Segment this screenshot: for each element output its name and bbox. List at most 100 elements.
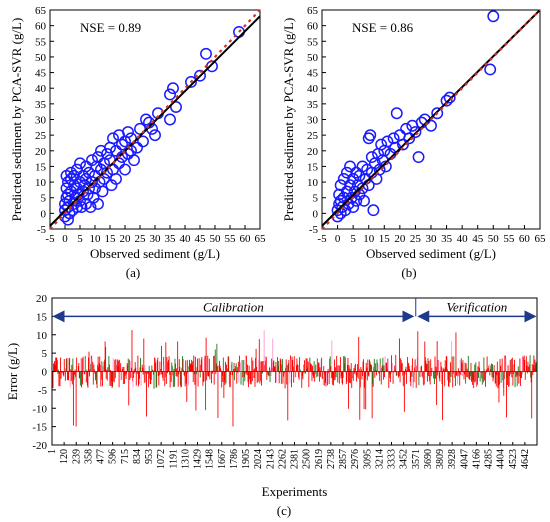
x-tick-label: 2738 xyxy=(326,449,337,469)
x-tick-label: 2143 xyxy=(265,449,276,469)
x-tick-label: 55 xyxy=(503,233,515,245)
x-tick-label: 715 xyxy=(120,449,131,464)
x-tick-label: 0 xyxy=(62,233,68,245)
x-tick-label: 15 xyxy=(105,233,117,245)
x-tick-label: 60 xyxy=(519,233,531,245)
y-axis-label: Predicted sediment by PCA-SVR (g/L) xyxy=(9,18,24,222)
data-point xyxy=(347,201,360,214)
data-point xyxy=(116,151,128,163)
data-point xyxy=(110,144,122,157)
nse-annotation: NSE = 0.89 xyxy=(80,20,141,35)
x-axis-label: Observed sediment (g/L) xyxy=(90,246,220,261)
y-tick-label: 45 xyxy=(307,68,319,80)
data-point xyxy=(110,172,122,185)
x-tick-label: 0 xyxy=(335,233,341,245)
x-tick-label: 1548 xyxy=(205,449,216,469)
x-tick-label: 3214 xyxy=(374,449,385,469)
x-tick-label: 2381 xyxy=(290,449,301,469)
x-tick-label: 1667 xyxy=(217,449,228,469)
data-point xyxy=(125,132,137,145)
x-tick-label: 50 xyxy=(488,233,500,245)
x-tick-label: 35 xyxy=(441,233,453,245)
data-point xyxy=(403,132,416,145)
one-to-one-line xyxy=(321,9,541,230)
x-tick-label: 65 xyxy=(255,233,267,245)
x-tick-label: 30 xyxy=(150,233,162,245)
data-point xyxy=(74,157,86,170)
y-tick-label: -5 xyxy=(37,224,47,236)
x-tick-label: 953 xyxy=(144,449,155,464)
x-tick-label: 5 xyxy=(77,233,83,245)
x-tick-label: 3809 xyxy=(435,449,446,469)
x-tick-label: 1310 xyxy=(180,449,191,469)
data-point xyxy=(185,76,197,88)
y-tick-label: 50 xyxy=(35,52,47,64)
data-point xyxy=(137,135,149,148)
data-point xyxy=(96,185,109,198)
y-tick-label: 45 xyxy=(35,68,47,80)
x-tick-label: 2857 xyxy=(338,449,349,469)
data-point xyxy=(140,113,152,126)
y-tick-label: -15 xyxy=(32,422,47,434)
x-tick-label: 45 xyxy=(195,233,207,245)
scatter-chart-b: -5 0 5 10 15 20 25 30 35 40 45 50 55 60 65-50510152025… xyxy=(281,5,546,261)
data-point xyxy=(119,163,131,176)
x-tick-label: 2976 xyxy=(350,449,361,469)
data-point xyxy=(339,204,352,217)
x-tick-label: 477 xyxy=(96,449,107,464)
y-tick-label: 15 xyxy=(307,161,319,173)
y-tick-label: 15 xyxy=(36,311,48,323)
y-tick-label: 60 xyxy=(35,21,47,33)
x-tick-label: 3095 xyxy=(362,449,373,469)
data-point xyxy=(350,194,363,207)
data-point xyxy=(387,132,400,145)
data-point xyxy=(397,138,409,151)
scatter-chart-a: -5 0 5 10 15 20 25 30 35 40 45 50 55 60 65-50510152025… xyxy=(9,5,266,261)
y-tick-label: 0 xyxy=(41,208,47,220)
data-point xyxy=(206,60,218,73)
fit-line xyxy=(49,15,261,227)
error-chart-c: -20 -15 -10 -5 0 5 10 15 20 1 120 239 358 477 596 715 83… xyxy=(5,293,538,499)
data-point xyxy=(101,166,113,179)
data-point xyxy=(484,63,497,76)
region-label: Verification xyxy=(447,299,508,314)
x-tick-label: 4285 xyxy=(484,449,495,469)
data-point xyxy=(131,141,143,154)
x-tick-label: 1 xyxy=(47,449,58,454)
x-tick-label: 30 xyxy=(426,233,438,245)
data-point xyxy=(440,94,453,107)
x-tick-label: 4166 xyxy=(471,449,482,469)
x-tick-label: 50 xyxy=(210,233,222,245)
data-point xyxy=(107,132,119,145)
region-label: Calibration xyxy=(203,299,264,314)
x-tick-label: 120 xyxy=(59,449,70,464)
y-tick-label: 35 xyxy=(307,99,319,111)
data-point xyxy=(337,172,350,185)
x-axis-label: Experiments xyxy=(262,484,328,499)
data-point xyxy=(164,88,176,101)
y-tick-label: 20 xyxy=(35,146,47,158)
data-point xyxy=(409,126,422,138)
x-tick-label: 2262 xyxy=(277,449,288,469)
x-tick-label: 55 xyxy=(225,233,237,245)
x-tick-label: 20 xyxy=(120,233,132,245)
data-point xyxy=(381,135,394,148)
x-tick-label: 3928 xyxy=(447,449,458,469)
y-tick-label: 0 xyxy=(313,208,319,220)
y-tick-label: 30 xyxy=(307,115,319,127)
y-tick-label: -5 xyxy=(309,224,319,236)
data-point xyxy=(68,169,80,182)
y-tick-label: 35 xyxy=(35,99,47,111)
y-tick-label: 25 xyxy=(307,130,319,142)
y-tick-label: 40 xyxy=(307,83,319,95)
x-tick-label: 1429 xyxy=(193,449,204,469)
data-point xyxy=(375,138,388,151)
data-point xyxy=(364,129,377,142)
data-point xyxy=(167,82,179,95)
data-point xyxy=(365,151,378,163)
y-tick-label: 65 xyxy=(35,5,47,17)
x-tick-label: 25 xyxy=(410,233,422,245)
data-point xyxy=(200,47,212,60)
fit-line xyxy=(321,9,541,227)
x-tick-label: 596 xyxy=(108,449,119,464)
